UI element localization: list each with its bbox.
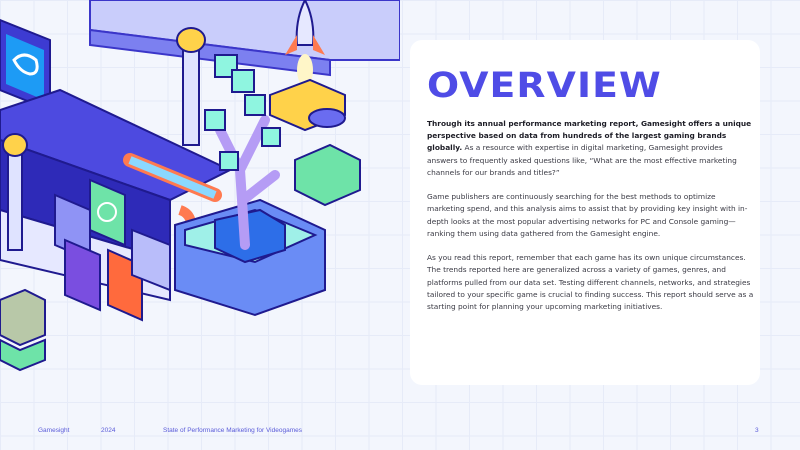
isometric-gaming-illustration [0, 0, 400, 372]
footer-report-title: State of Performance Marketing for Video… [163, 427, 302, 434]
platform-top [89, 0, 400, 77]
stacked-blocks [269, 78, 361, 207]
page-title: OVERVIEW [427, 66, 662, 106]
paragraph-reading: As you read this report, remember that e… [427, 253, 754, 312]
footer-brand: Gamesight [38, 427, 70, 434]
intro-bold: Through its annual performance marketing… [427, 119, 752, 153]
fountain-base [174, 198, 326, 317]
overview-body: Through its annual performance marketing… [427, 118, 755, 325]
overview-card: OVERVIEW Through its annual performance … [410, 40, 760, 385]
tree [204, 54, 281, 250]
intro-text: As a resource with expertise in digital … [427, 143, 737, 177]
crate [0, 288, 46, 372]
towers [2, 27, 206, 251]
paragraph-intro: Through its annual performance marketing… [427, 118, 755, 179]
page-number: 3 [755, 427, 759, 434]
footer-year: 2024 [101, 427, 116, 434]
paragraph-publishers: Game publishers are continuously searchi… [427, 192, 748, 238]
rocket-icon [285, 0, 325, 86]
play-cards [54, 178, 171, 322]
